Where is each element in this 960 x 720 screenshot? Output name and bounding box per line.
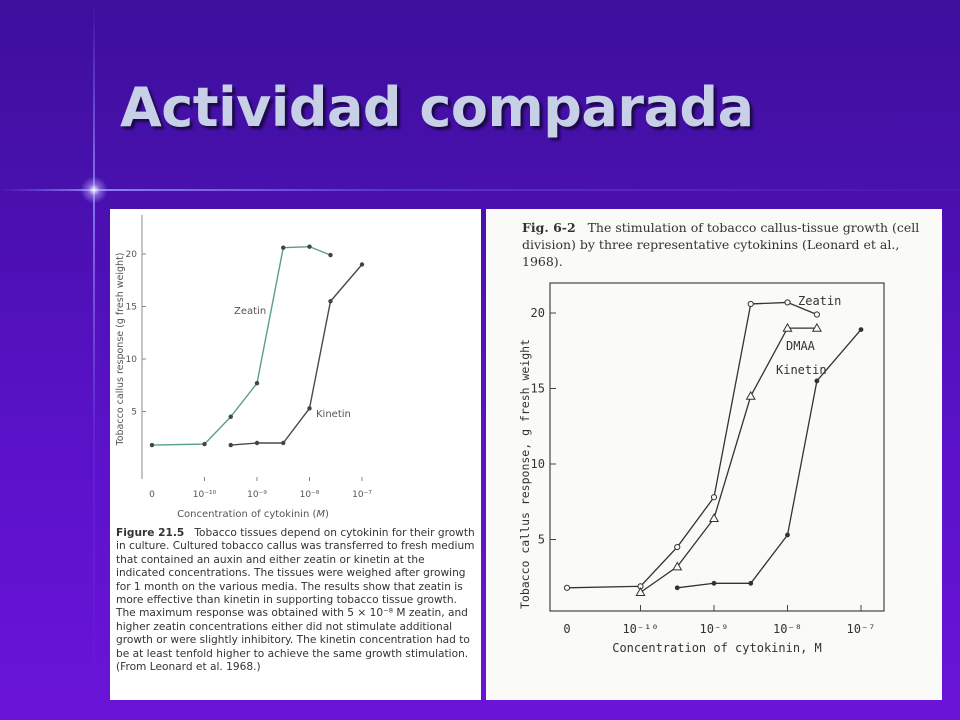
right-plot-frame [549, 282, 885, 612]
right-x-tick-label: 0 [563, 622, 570, 636]
right-y-tick-label: 5 [538, 533, 545, 547]
right-x-tick-label: 10⁻⁹ [700, 622, 729, 636]
right-x-axis-label: Concentration of cytokinin, M [612, 641, 822, 655]
decorative-sparkle [78, 174, 110, 206]
left-point-kinetin [254, 440, 260, 446]
left-x-tick-label: 10⁻⁹ [247, 490, 267, 500]
right-fig-title: The stimulation of tobacco callus-tissue… [522, 220, 920, 269]
left-point-zeatin [149, 442, 155, 448]
right-point-dmaa [672, 561, 683, 571]
right-figure-panel: Fig. 6-2 The stimulation of tobacco call… [486, 209, 942, 700]
right-y-axis-label: Tobacco callus response, g fresh weight [518, 339, 532, 609]
right-point-dmaa [745, 390, 756, 400]
right-x-tick-label: 10⁻¹⁰ [622, 622, 658, 636]
right-point-zeatin [674, 543, 681, 551]
right-series-group [563, 299, 864, 596]
left-point-zeatin [228, 414, 233, 419]
slide-title: Actividad comparada [120, 76, 754, 139]
left-caption-label: Figure 21.5 [116, 527, 185, 539]
left-point-kinetin [328, 299, 333, 304]
left-point-kinetin [281, 440, 286, 446]
left-point-zeatin [328, 252, 333, 258]
left-point-kinetin [307, 406, 312, 411]
right-x-tick-label: 10⁻⁸ [773, 622, 802, 636]
right-point-kinetin [785, 532, 790, 538]
left-series-line-kinetin [230, 264, 363, 446]
right-point-zeatin [747, 300, 754, 308]
right-x-ticks: 0 10⁻¹⁰ 10⁻⁹ 10⁻⁸ 10⁻⁷ [563, 605, 875, 636]
left-point-kinetin [228, 442, 233, 448]
right-fig-label: Fig. 6-2 [522, 220, 576, 235]
right-point-kinetin [711, 580, 717, 586]
left-x-tick-label: 10⁻¹⁰ [193, 490, 217, 500]
left-y-tick-label: 15 [126, 303, 137, 313]
right-point-kinetin [748, 580, 754, 586]
right-point-dmaa [782, 322, 793, 332]
left-legend-zeatin: Zeatin [234, 306, 266, 317]
left-point-kinetin [359, 262, 365, 267]
right-point-kinetin [674, 585, 680, 591]
right-x-tick-label: 10⁻⁷ [847, 622, 876, 636]
left-point-zeatin [281, 245, 286, 250]
left-y-ticks: 510152025 [126, 250, 146, 418]
left-y-tick-label: 10 [126, 355, 138, 365]
right-point-zeatin [710, 494, 718, 501]
right-series-line-dmaa [640, 327, 817, 593]
right-legend-zeatin: Zeatin [798, 294, 841, 308]
left-point-zeatin [202, 441, 207, 447]
left-x-tick-label: 0 [149, 490, 155, 500]
left-y-tick-label: 5 [131, 408, 137, 418]
right-y-tick-label: 15 [531, 382, 545, 396]
left-point-zeatin [307, 244, 312, 249]
decorative-light-line-horizontal [0, 189, 960, 191]
left-caption-text: Tobacco tissues depend on cytokinin for … [116, 527, 475, 674]
decorative-light-line-vertical [93, 0, 95, 720]
left-x-ticks: 0 10⁻¹⁰ 10⁻⁹ 10⁻⁸ 10⁻⁷ [149, 477, 372, 500]
right-series-line-kinetin [677, 329, 862, 589]
right-point-kinetin [814, 378, 820, 384]
left-legend-kinetin: Kinetin [316, 409, 351, 420]
left-x-axis-label: Concentration of cytokinin (M) [177, 509, 329, 520]
left-series-group [149, 244, 365, 448]
right-point-zeatin [813, 311, 820, 318]
left-y-axis-label: Tobacco callus response (g fresh weight) [115, 253, 126, 447]
right-y-tick-label: 10 [531, 457, 545, 471]
right-point-dmaa [811, 322, 822, 332]
right-legend-kinetin: Kinetin [776, 363, 827, 377]
right-point-dmaa [708, 513, 720, 523]
right-y-tick-label: 20 [531, 306, 545, 320]
right-point-zeatin [784, 299, 791, 306]
left-point-zeatin [254, 380, 260, 386]
left-y-tick-label: 20 [126, 250, 138, 260]
right-point-kinetin [858, 327, 864, 333]
left-x-tick-label: 10⁻⁷ [352, 490, 372, 500]
right-point-zeatin [563, 584, 571, 591]
right-legend-dmaa: DMAA [786, 339, 816, 353]
left-x-tick-label: 10⁻⁸ [300, 490, 320, 500]
right-chart: 5 10 15 20 0 10⁻¹⁰ 10⁻⁹ 10⁻⁸ 10⁻⁷ Tobacco callu… [518, 282, 885, 655]
right-figure-header: Fig. 6-2 The stimulation of tobacco call… [522, 219, 922, 270]
left-figure-caption: Figure 21.5 Tobacco tissues depend on cy… [116, 527, 476, 674]
right-point-dmaa [635, 587, 646, 596]
right-y-ticks: 5 10 15 20 [531, 306, 556, 547]
